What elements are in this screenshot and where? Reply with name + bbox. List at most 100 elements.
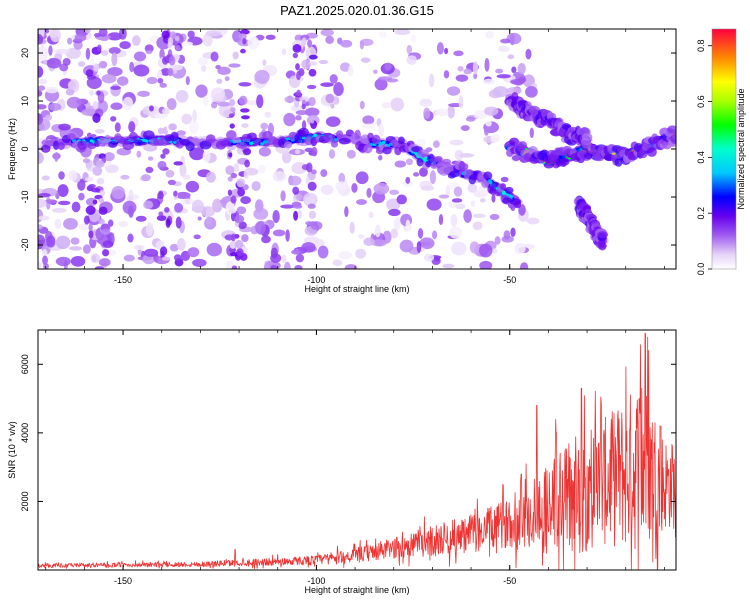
spectrogram-noise-blob <box>71 201 81 213</box>
spectrogram-noise-blob <box>368 211 374 219</box>
spectrogram-x-tick-label: -50 <box>503 275 516 285</box>
spectrogram-noise-blob <box>145 222 154 237</box>
spectrogram-stripe-blob <box>305 221 314 226</box>
spectrogram-ridge-fringe <box>77 140 87 150</box>
spectrogram-noise-blob <box>191 199 205 213</box>
spectrogram-noise-blob <box>348 65 354 77</box>
spectrogram-noise-blob <box>419 237 435 250</box>
spectrogram-stripe-blob <box>157 127 165 135</box>
spectrogram-noise-blob <box>505 87 522 95</box>
spectrogram-stripe-blob <box>157 77 164 84</box>
spectrogram-x-axis-title: Height of straight line (km) <box>304 284 409 294</box>
spectrogram-ridge-fringe <box>122 140 135 151</box>
spectrogram-noise-blob <box>137 90 150 97</box>
spectrogram-noise-blob <box>58 200 71 206</box>
spectrogram-ridge-fringe <box>252 137 262 145</box>
spectrogram-stripe-blob <box>88 223 93 232</box>
spectrogram-noise-blob <box>511 66 517 74</box>
spectrogram-ridge-fringe <box>638 148 648 159</box>
spectrogram-ridge-fringe <box>543 162 555 169</box>
spectrogram-noise-blob <box>399 239 414 253</box>
spectrogram-y-axis-title: Frequency (Hz) <box>7 118 17 180</box>
spectrogram-ridge-fringe <box>646 147 657 157</box>
spectrogram-noise-blob <box>378 123 385 137</box>
spectrogram-ridge-fringe <box>354 129 361 140</box>
spectrogram-ridge-fringe <box>518 141 528 150</box>
spectrogram-stripe-blob <box>230 107 236 113</box>
spectrogram-noise-blob <box>479 198 486 203</box>
spectrogram-noise-blob <box>193 234 201 240</box>
spectrogram-ridge-fringe <box>108 140 118 148</box>
spectrogram-noise-blob <box>396 194 407 205</box>
spectrogram-noise-blob <box>181 41 194 46</box>
spectrogram-ridge-fringe <box>134 139 143 146</box>
spectrogram-noise-blob <box>386 198 401 211</box>
spectrogram-ridge-fringe <box>330 140 339 148</box>
spectrogram-noise-blob <box>225 165 235 176</box>
spectrogram-ridge-fringe <box>382 146 392 155</box>
colorbar-ticks: 0.0 0.2 0.4 0.6 0.8 <box>696 39 712 275</box>
spectrogram-stripe-blob <box>292 204 303 209</box>
spectrogram-noise-blob <box>460 125 470 131</box>
spectrogram-noise-blob <box>344 264 358 269</box>
spectrogram-stripe-blob <box>82 244 91 254</box>
spectrogram-stripe-blob <box>164 206 170 213</box>
spectrogram-noise-blob <box>55 256 71 267</box>
spectrogram-stripe-blob <box>293 210 299 221</box>
spectrogram-stripe-blob <box>168 55 176 66</box>
spectrogram-noise-blob <box>149 105 154 112</box>
spectrogram-noise-blob <box>329 74 338 84</box>
spectrogram-noise-blob <box>284 96 296 103</box>
spectrogram-noise-blob <box>217 101 231 107</box>
spectrogram-stripe-blob <box>306 162 313 173</box>
spectrogram-noise-blob <box>500 38 511 44</box>
spectrogram-noise-blob <box>525 86 538 98</box>
spectrogram-noise-blob <box>507 54 515 60</box>
spectrogram-stripe-blob <box>308 61 318 66</box>
spectrogram-noise-blob <box>467 183 478 193</box>
spectrogram-ridge-fringe <box>232 136 241 143</box>
spectrogram-noise-blob <box>285 229 290 242</box>
spectrogram-noise-blob <box>473 110 488 119</box>
spectrogram-stripe-blob <box>296 70 301 81</box>
spectrogram-noise-blob <box>426 198 442 211</box>
spectrogram-stripe-blob <box>98 60 108 69</box>
spectrogram-noise-blob <box>526 217 540 225</box>
spectrogram-stripe-blob <box>167 67 174 77</box>
spectrogram-noise-blob <box>378 154 383 161</box>
spectrogram-noise-blob <box>435 108 449 117</box>
spectrogram-noise-blob <box>318 60 329 65</box>
spectrogram-noise-blob <box>81 108 98 116</box>
spectrogram-noise-blob <box>228 63 241 68</box>
spectrogram-noise-blob <box>179 163 187 177</box>
spectrogram-noise-blob <box>455 203 466 210</box>
spectrogram-noise-blob <box>201 65 207 72</box>
spectrogram-noise-blob <box>301 59 312 70</box>
spectrogram-noise-blob <box>344 206 349 218</box>
spectrogram-stripe-blob <box>175 45 181 51</box>
spectrogram-ridge-fringe <box>170 131 179 142</box>
spectrogram-stripe-blob <box>90 187 101 193</box>
spectrogram-stripe-blob <box>232 51 239 60</box>
spectrogram-noise-blob <box>136 150 142 158</box>
spectrogram-noise-blob <box>453 50 464 57</box>
spectrogram-noise-blob <box>337 251 353 260</box>
spectrogram-noise-blob <box>108 47 121 55</box>
spectrogram-noise-blob <box>295 253 305 263</box>
spectrogram-noise-blob <box>98 258 111 267</box>
spectrogram-noise-blob <box>449 226 463 239</box>
spectrogram-noise-blob <box>492 86 509 98</box>
spectrogram-noise-blob <box>175 216 182 229</box>
spectrogram-noise-blob <box>325 93 335 104</box>
spectrogram-noise-blob <box>253 207 269 220</box>
spectrogram-stripe-blob <box>291 249 301 255</box>
snr-y-tick-label: 2000 <box>20 491 30 511</box>
spectrogram-noise-blob <box>38 234 46 247</box>
spectrogram-noise-blob <box>351 183 358 193</box>
spectrogram-noise-blob <box>48 45 53 56</box>
spectrogram-noise-blob <box>529 127 534 139</box>
spectrogram-stripe-blob <box>101 49 109 56</box>
spectrogram-noise-blob <box>187 30 195 39</box>
spectrogram-noise-blob <box>52 207 67 213</box>
